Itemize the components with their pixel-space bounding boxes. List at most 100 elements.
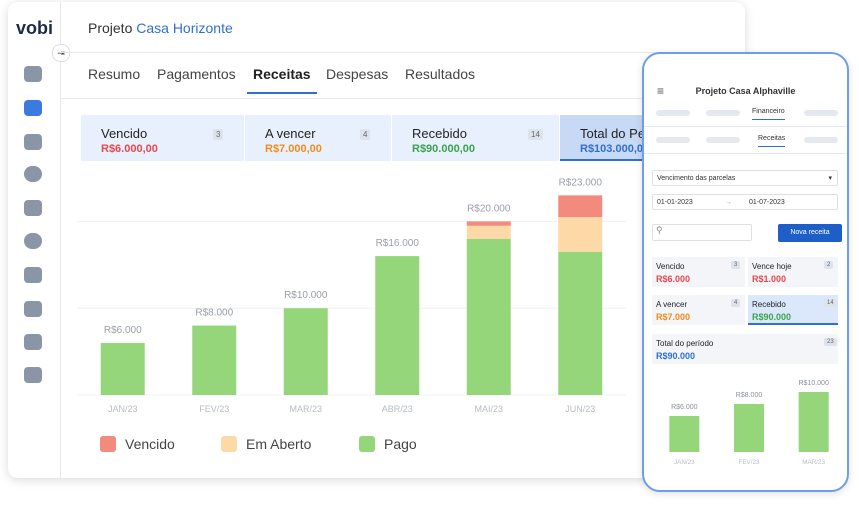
chat-icon[interactable]: [24, 334, 42, 350]
card-label: Total do período: [656, 339, 714, 348]
card-label: Recebido: [412, 126, 467, 141]
menu-icon[interactable]: ≡: [657, 84, 665, 98]
tools-icon[interactable]: [24, 267, 42, 283]
summary-card: Vencido R$6.000,00 3: [81, 115, 245, 161]
card-count: 3: [731, 261, 741, 269]
revenue-chart: JAN/23 R$6.000 FEV/23 R$8.000 MAR/23 R$10.000…: [77, 177, 626, 452]
card-count: 4: [731, 299, 741, 307]
date-to: 01-07-2023: [749, 199, 785, 206]
handshake-icon[interactable]: [24, 134, 42, 150]
card-count: 2: [824, 261, 834, 269]
card-label: Vencido: [101, 126, 148, 141]
project-header: Projeto Casa Horizonte: [88, 20, 233, 36]
project-name: Casa Horizonte: [136, 20, 233, 36]
list-icon[interactable]: [24, 301, 42, 317]
collapse-button[interactable]: ⇥: [52, 44, 70, 62]
card-value: R$90.000,00: [412, 143, 475, 155]
phone-card: Total do período R$90.000 23: [652, 334, 838, 364]
bar-segment: [100, 342, 145, 395]
total-label: R$16.000: [376, 238, 420, 249]
phone-card: Vence hoje R$1.000 2: [748, 257, 838, 287]
tab[interactable]: Resultados: [405, 66, 476, 82]
card-count: 23: [824, 338, 837, 346]
legend-swatch: [100, 436, 116, 452]
project-label: Projeto: [88, 20, 133, 36]
home-icon[interactable]: [24, 66, 42, 82]
card-value: R$1.000: [752, 274, 787, 284]
coins-icon[interactable]: [24, 200, 42, 216]
legend-label: Pago: [384, 436, 417, 452]
value-label: R$8.000: [736, 392, 763, 399]
phone-card: Recebido R$90.000 14: [748, 295, 838, 325]
bar-segment: [466, 238, 511, 395]
card-value: R$6.000,00: [101, 143, 158, 155]
bar-segment: [558, 217, 603, 252]
legend-label: Em Aberto: [246, 436, 312, 452]
card-value: R$7.000: [656, 312, 691, 322]
card-label: Recebido: [752, 300, 786, 309]
tab[interactable]: Receitas: [247, 66, 317, 94]
x-tick-label: MAR/23: [289, 404, 322, 414]
phone-subtab[interactable]: Receitas: [758, 135, 786, 147]
total-label: R$8.000: [195, 308, 233, 319]
bar-segment: [466, 225, 511, 239]
phone-card: Vencido R$6.000 3: [652, 257, 745, 287]
card-label: A vencer: [656, 300, 688, 309]
bar-segment: [558, 251, 603, 395]
card-label: Vence hoje: [752, 262, 792, 271]
tab[interactable]: Pagamentos: [157, 66, 236, 82]
folder-icon[interactable]: [24, 100, 42, 116]
x-tick-label: MAR/23: [802, 459, 825, 466]
hand-money-icon[interactable]: [24, 367, 42, 383]
logo: vobi: [16, 18, 54, 38]
total-label: R$20.000: [467, 203, 511, 214]
divider: [60, 98, 745, 99]
bar-segment: [283, 308, 328, 395]
date-range[interactable]: 01-01-2023 → 01-07-2023: [652, 194, 838, 210]
search-input[interactable]: ⚲: [652, 224, 752, 241]
phone-tab[interactable]: Financeiro: [752, 108, 785, 120]
x-tick-label: FEV/23: [199, 404, 229, 414]
card-value: R$6.000: [656, 274, 691, 284]
card-value: R$7.000,00: [265, 143, 322, 155]
divider: [60, 52, 745, 53]
card-count: 3: [213, 129, 224, 140]
bar: [669, 416, 700, 452]
total-label: R$23.000: [559, 177, 603, 188]
total-label: R$10.000: [284, 290, 328, 301]
phone-mockup: ≡ Projeto Casa Alphaville Financeiro Rec…: [642, 52, 849, 492]
x-tick-label: JUN/23: [565, 404, 595, 414]
app-window: vobi ⇥ Projeto Casa Horizonte Resumo Paga…: [8, 2, 745, 478]
bar: [798, 392, 829, 452]
bar: [734, 404, 764, 452]
gauge-icon[interactable]: [24, 166, 42, 182]
phone-card: A vencer R$7.000 4: [652, 295, 745, 325]
bar-segment: [375, 256, 420, 395]
x-tick-label: JAN/23: [674, 459, 695, 466]
card-count: 14: [528, 129, 543, 140]
value-label: R$10.000: [798, 380, 828, 387]
filter-text: Vencimento das parcelas: [657, 175, 736, 182]
x-tick-label: FEV/23: [739, 459, 760, 466]
legend-swatch: [359, 436, 375, 452]
card-label: Vencido: [656, 262, 685, 271]
card-value: R$103.000,00: [580, 143, 650, 155]
card-value: R$90.000: [656, 351, 696, 361]
tab[interactable]: Resumo: [88, 66, 141, 82]
x-tick-label: JAN/23: [108, 404, 138, 414]
phone-chart: JAN/23 R$6.000 FEV/23 R$8.000 MAR/23 R$10.000: [669, 380, 829, 466]
summary-card: A vencer R$7.000,00 4: [245, 115, 392, 161]
date-from: 01-01-2023: [657, 199, 693, 206]
total-label: R$6.000: [104, 325, 142, 336]
filter-select[interactable]: Vencimento das parcelas ▾: [652, 170, 838, 186]
card-count: 4: [360, 129, 371, 140]
phone-title: Projeto Casa Alphaville: [695, 86, 796, 96]
bar-segment: [558, 195, 603, 218]
x-tick-label: ABR/23: [382, 404, 413, 414]
summary-card: Recebido R$90.000,00 14: [392, 115, 560, 161]
legend-label: Vencido: [125, 436, 175, 452]
value-label: R$6.000: [671, 404, 698, 411]
new-revenue-button[interactable]: Nova receita: [778, 224, 842, 242]
tab[interactable]: Despesas: [326, 66, 389, 82]
dollar-icon[interactable]: [24, 233, 42, 249]
